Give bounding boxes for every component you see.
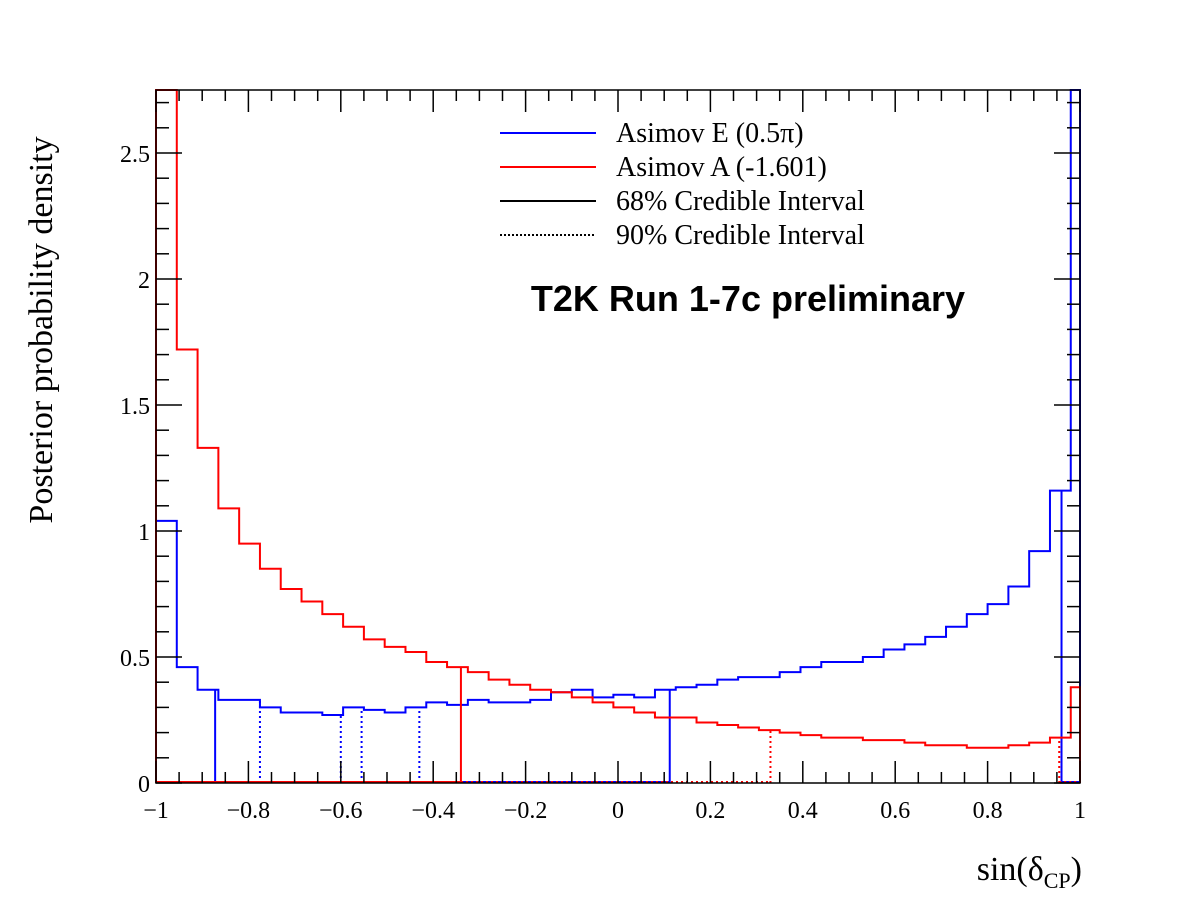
x-tick-label: −0.6 [319, 798, 363, 824]
x-tick-label: −0.4 [411, 798, 455, 824]
y-tick-label: 0 [138, 772, 150, 798]
y-axis-title: Posterior probability density [23, 136, 60, 523]
x-tick-label: −0.8 [227, 798, 271, 824]
x-tick-label: 0.2 [695, 798, 725, 824]
legend-label: 68% Credible Interval [616, 186, 865, 217]
legend-label: Asimov E (0.5π) [616, 118, 804, 149]
y-tick-label: 0.5 [120, 646, 150, 672]
x-tick-label: 0.8 [973, 798, 1003, 824]
x-axis-title-subscript: CP [1044, 868, 1071, 893]
x-tick-label: −1 [143, 798, 169, 824]
legend-label: Asimov A (-1.601) [616, 152, 827, 183]
asimov-e-histogram-line [155, 89, 1081, 783]
y-tick-label: 2.5 [120, 142, 150, 168]
x-tick-label: 0 [612, 798, 624, 824]
y-tick-label: 2 [138, 268, 150, 294]
run-annotation: T2K Run 1-7c preliminary [531, 278, 965, 319]
axis-ticks [155, 90, 1081, 784]
legend: Asimov E (0.5π)Asimov A (-1.601)68% Cred… [500, 118, 865, 251]
y-tick-labels: 0 0.5 1 1.5 2 2.5 [120, 142, 150, 798]
x-tick-label: 0.4 [788, 798, 818, 824]
x-tick-label: 1 [1074, 798, 1086, 824]
x-tick-label: −0.2 [504, 798, 548, 824]
y-tick-label: 1.5 [120, 394, 150, 420]
legend-label: 90% Credible Interval [616, 220, 865, 251]
x-axis-title: sin(δCP) [977, 851, 1082, 893]
y-tick-label: 1 [138, 520, 150, 546]
x-tick-labels: −1 −0.8 −0.6 −0.4 −0.2 0 0.2 0.4 0.6 0.8 1 [143, 798, 1086, 824]
x-axis-title-suffix: ) [1071, 851, 1082, 888]
x-axis-title-main: sin(δ [977, 851, 1044, 888]
x-tick-label: 0.6 [880, 798, 910, 824]
asimov-a-histogram-line [155, 89, 1081, 783]
